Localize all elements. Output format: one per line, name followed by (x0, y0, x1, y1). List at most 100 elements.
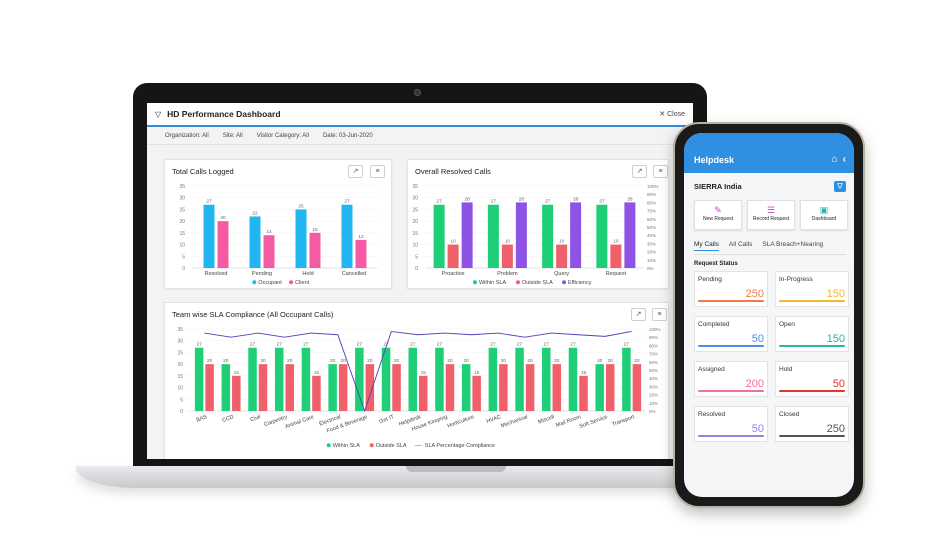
tab-sla-breach[interactable]: SLA Breach+Nearing (762, 241, 824, 248)
data-label: 20 (501, 358, 507, 364)
tab-all-calls[interactable]: All Calls (728, 241, 753, 248)
bar-within-sla (194, 347, 204, 411)
y2-tick-label: 30% (647, 241, 656, 246)
x-tick-label: BAS (196, 414, 209, 424)
home-icon[interactable]: ⌂ (831, 154, 838, 165)
bar-outside-sla (445, 364, 455, 411)
record-request-button[interactable]: ☰ Record Request (747, 200, 795, 230)
organization-name: SIERRA India (694, 182, 742, 191)
bar-outside-sla (392, 364, 401, 411)
x-tick-label: HVAC (486, 414, 502, 425)
x-tick-label: Horticulture (447, 414, 475, 429)
list-button[interactable]: ≡ (652, 308, 667, 321)
bar-outside-sla (285, 364, 294, 411)
data-label: 20 (527, 358, 533, 364)
y-tick-label: 15 (179, 231, 185, 237)
tab-my-calls[interactable]: My Calls (694, 241, 719, 251)
filter-visitor-category[interactable]: Visitor Category: All (256, 132, 309, 139)
x-tick-label: Hold (302, 271, 313, 277)
x-tick-label: CCD (221, 414, 234, 424)
list-button[interactable]: ≡ (370, 165, 385, 178)
data-label: 20 (463, 358, 469, 364)
y2-tick-label: 70% (647, 209, 656, 214)
x-tick-label: Proactive (442, 271, 465, 277)
y2-tick-label: 50% (647, 225, 656, 230)
filter-date[interactable]: Date: 03-Jun-2020 (322, 132, 373, 139)
y-tick-label: 25 (412, 207, 418, 213)
bar-outside-sla (552, 364, 562, 411)
y2-tick-label: 10% (647, 258, 656, 263)
legend-swatch (289, 280, 294, 285)
data-label: 20 (220, 215, 226, 221)
data-label: 12 (358, 234, 364, 240)
status-tile-resolved[interactable]: Resolved 50 (694, 406, 768, 442)
filter-icon[interactable]: ▽ (834, 181, 846, 192)
data-label: 20 (394, 358, 400, 364)
y-tick-label: 5 (182, 254, 185, 260)
status-tile-in-progress[interactable]: In-Progress 150 (775, 271, 849, 307)
tile-bar (698, 345, 764, 347)
data-label: 28 (464, 196, 470, 202)
close-button[interactable]: ✕ Close (659, 111, 685, 118)
data-label: 10 (505, 239, 511, 245)
status-tile-assigned[interactable]: Assigned 200 (694, 361, 768, 397)
new-request-button[interactable]: ✎ New Request (694, 200, 742, 230)
y-tick-label: 30 (412, 196, 418, 202)
bar-outside-sla (232, 375, 241, 411)
data-label: 20 (340, 358, 346, 364)
tile-bar (779, 435, 845, 437)
y-tick-label: 30 (177, 339, 183, 345)
bar-within-sla (248, 347, 257, 411)
data-label: 27 (624, 342, 630, 348)
status-tile-pending[interactable]: Pending 250 (694, 271, 768, 307)
data-label: 20 (223, 358, 229, 364)
phone-header: Helpdesk ⌂ ‹ (684, 133, 854, 173)
export-button[interactable]: ↗ (632, 165, 647, 178)
legend-swatch (562, 280, 567, 285)
filter-icon[interactable]: ▽ (155, 109, 162, 119)
status-tile-open[interactable]: Open 150 (775, 316, 849, 352)
bar-occupant (203, 204, 215, 268)
data-label: 27 (545, 199, 551, 205)
data-label: 20 (554, 358, 560, 364)
tile-value: 150 (826, 333, 845, 345)
status-tile-hold[interactable]: Hold 50 (775, 361, 849, 397)
bar-within-sla (487, 204, 499, 268)
tile-label: Assigned (698, 366, 725, 373)
tile-bar (779, 345, 845, 347)
filter-bar: Organization: All Site: All Visitor Cate… (147, 127, 693, 145)
bar-outside-sla (472, 375, 481, 411)
data-label: 27 (250, 342, 256, 348)
back-icon[interactable]: ‹ (842, 154, 846, 165)
tile-value: 200 (745, 378, 764, 390)
y-tick-label: 10 (179, 243, 185, 249)
export-button[interactable]: ↗ (348, 165, 363, 178)
data-label: 27 (490, 342, 496, 348)
status-tile-completed[interactable]: Completed 50 (694, 316, 768, 352)
call-tabs: My Calls All Calls SLA Breach+Nearing (684, 230, 854, 251)
bar-within-sla (488, 347, 498, 411)
bar-efficiency (570, 202, 582, 268)
legend-swatch (369, 443, 374, 448)
data-label: 15 (421, 370, 427, 376)
y2-tick-label: 30% (649, 384, 658, 389)
tile-label: Hold (779, 366, 793, 373)
filter-site[interactable]: Site: All (222, 132, 243, 139)
tile-label: Open (779, 321, 795, 328)
y-tick-label: 0 (180, 409, 183, 415)
dashboard-button[interactable]: ▣ Dashboard (800, 200, 848, 230)
list-button[interactable]: ≡ (653, 165, 668, 178)
export-button[interactable]: ↗ (631, 308, 646, 321)
legend-label: Outside SLA (376, 443, 407, 449)
quick-action-label: Dashboard (811, 216, 837, 222)
y-tick-label: 20 (412, 219, 418, 225)
filter-organization[interactable]: Organization: All (165, 132, 209, 139)
status-tile-closed[interactable]: Closed 250 (775, 406, 849, 442)
y-tick-label: 0 (182, 266, 185, 272)
y2-tick-label: 100% (647, 184, 659, 189)
data-label: 20 (608, 358, 614, 364)
card-title: Total Calls Logged (172, 167, 234, 176)
y2-tick-label: 60% (647, 217, 656, 222)
card-title: Overall Resolved Calls (415, 167, 491, 176)
tile-label: In-Progress (779, 276, 813, 283)
